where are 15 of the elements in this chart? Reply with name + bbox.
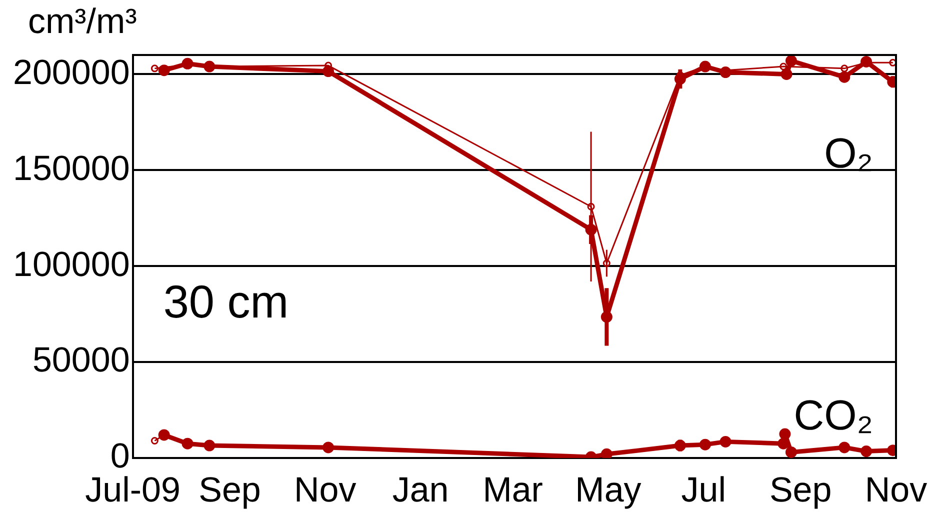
y-tick-label: 200000: [12, 52, 130, 92]
y-axis-title: cm³/m³: [28, 2, 137, 42]
annotation: 30 cm: [163, 276, 289, 328]
x-tick-label: Mar: [482, 470, 544, 510]
x-tick-label: Nov: [294, 470, 357, 510]
y-tick-label: 50000: [32, 340, 130, 380]
y-tick-label: 150000: [12, 148, 130, 188]
y-tick-label: 100000: [12, 244, 130, 284]
x-tick-label: May: [575, 470, 642, 510]
x-tick-label: Sep: [198, 470, 261, 510]
x-tick-label: Sep: [769, 470, 832, 510]
x-tick-label: Jul: [681, 470, 726, 510]
x-tick-label: Jan: [392, 470, 449, 510]
annotation: CO₂: [794, 391, 874, 438]
x-tick-label: Nov: [864, 470, 928, 510]
